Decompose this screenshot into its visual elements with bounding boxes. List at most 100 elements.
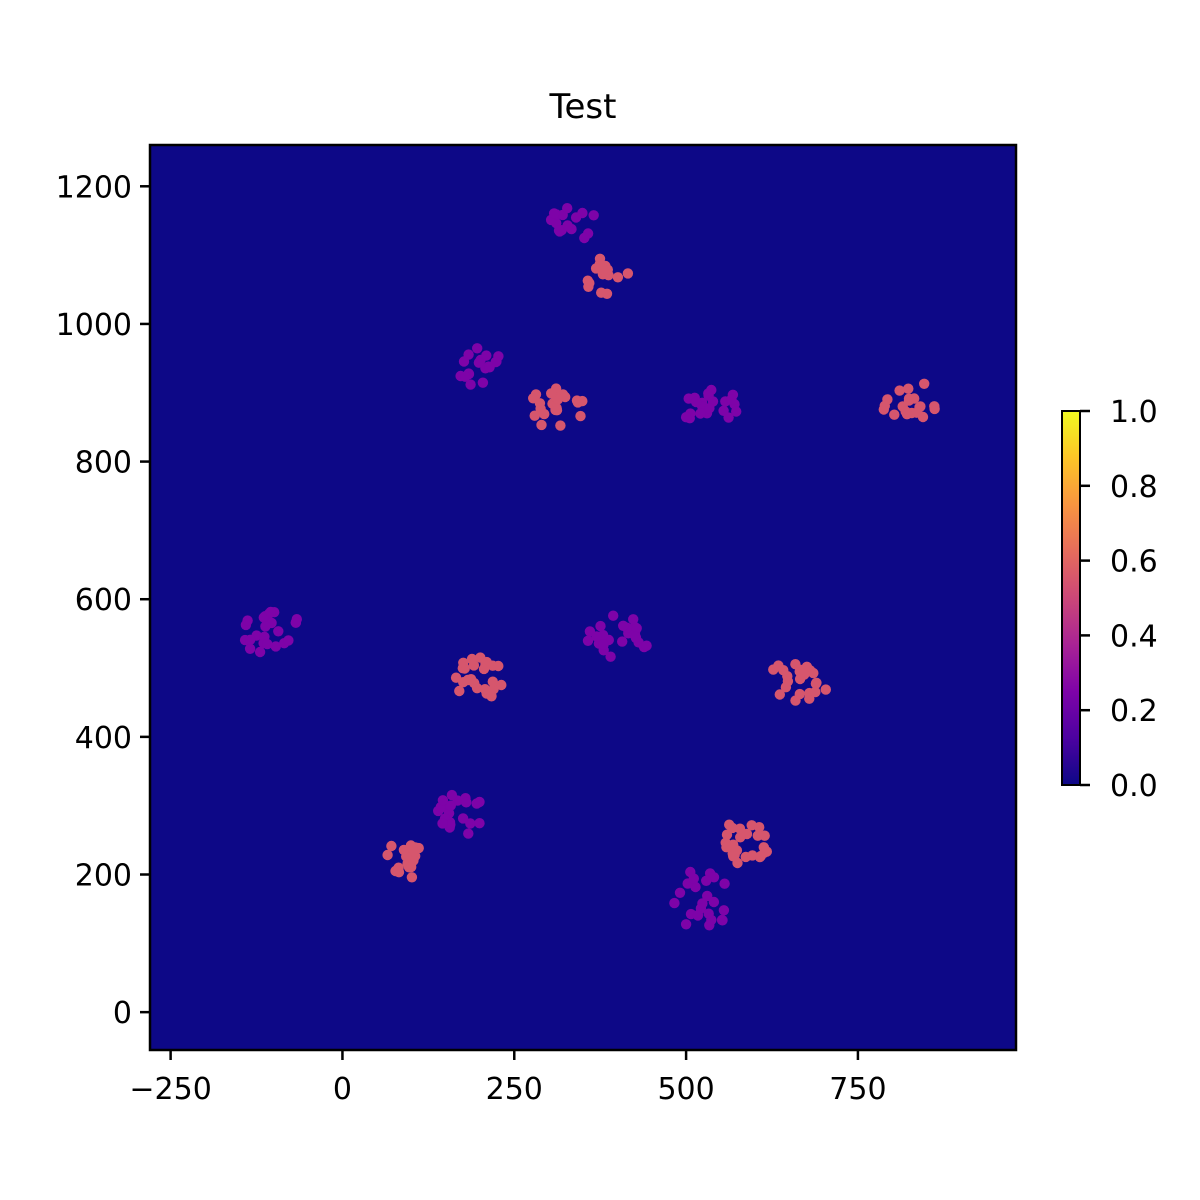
point-c8-14: [608, 610, 619, 621]
point-c3-18: [529, 410, 540, 421]
point-c13-23: [727, 822, 738, 834]
point-c13-21: [755, 850, 766, 862]
point-c13-15: [741, 828, 753, 840]
point-c4-19: [723, 412, 734, 423]
point-c4-17: [695, 408, 706, 419]
point-c13-24: [754, 822, 765, 833]
point-c11-13: [390, 865, 401, 877]
point-c6-19: [262, 638, 273, 650]
point-c12-20: [717, 915, 728, 926]
point-c11-14: [408, 846, 420, 857]
colorbar-tick-label-5: 1.0: [1110, 395, 1158, 430]
point-c8-4: [582, 635, 594, 646]
point-c0-3: [588, 210, 599, 221]
colorbar-axis: 0.0 0.2 0.4 0.6 0.8 1.0: [1080, 395, 1158, 804]
colorbar-tick-label-4: 0.8: [1110, 470, 1158, 505]
point-c9-22: [794, 673, 806, 685]
point-c10-18: [437, 795, 449, 806]
point-c6-23: [283, 635, 294, 646]
point-c8-23: [595, 620, 606, 632]
point-c2-8: [460, 371, 471, 382]
point-c10-12: [471, 798, 482, 809]
point-c12-3: [669, 897, 680, 909]
colorbar-tick-label-0: 0.0: [1110, 769, 1158, 804]
point-c0-12: [548, 208, 560, 219]
point-c11-9: [406, 872, 418, 883]
point-c12-17: [680, 919, 692, 930]
point-c3-11: [530, 389, 542, 400]
point-c12-13: [708, 872, 720, 883]
point-c8-21: [618, 620, 629, 631]
point-c5-6: [903, 383, 914, 394]
chart-title: Test: [549, 87, 617, 127]
point-c3-20: [546, 388, 557, 399]
y-tick-label-5: 1000: [56, 308, 132, 343]
point-c7-16: [487, 676, 498, 687]
point-c8-8: [631, 623, 642, 634]
point-c11-17: [398, 844, 410, 856]
point-c3-15: [552, 394, 564, 405]
point-c7-14: [479, 684, 491, 695]
point-c13-18: [759, 830, 770, 841]
point-c4-12: [690, 396, 702, 408]
point-c12-9: [674, 887, 686, 898]
point-c0-14: [562, 203, 573, 214]
point-c12-23: [701, 875, 712, 886]
point-c6-12: [273, 626, 284, 637]
x-tick-label-2: 250: [486, 1072, 543, 1107]
y-tick-label-3: 600: [75, 583, 132, 618]
point-c10-17: [445, 819, 456, 830]
point-c1-7: [601, 288, 613, 299]
point-c7-23: [466, 653, 478, 665]
point-c5-4: [919, 378, 930, 389]
point-c10-19: [437, 818, 448, 829]
point-c5-18: [879, 400, 890, 411]
point-c5-19: [911, 407, 922, 418]
y-tick-label-0: 0: [113, 996, 132, 1031]
point-c7-8: [496, 679, 507, 691]
point-c6-11: [245, 634, 256, 645]
point-c5-17: [901, 409, 913, 420]
point-c8-22: [617, 636, 628, 647]
point-c2-15: [472, 343, 483, 354]
point-c0-15: [570, 212, 582, 223]
point-c3-19: [555, 420, 566, 431]
point-c7-20: [465, 674, 477, 685]
point-c8-18: [630, 631, 641, 643]
point-c12-2: [690, 881, 701, 893]
point-c7-19: [458, 657, 469, 668]
point-c9-10: [808, 667, 819, 679]
point-c6-8: [258, 612, 269, 623]
point-c6-21: [290, 617, 302, 628]
point-c4-9: [731, 406, 742, 417]
point-c12-18: [692, 910, 704, 921]
point-c5-14: [909, 393, 920, 404]
point-c9-16: [782, 676, 794, 687]
point-c3-21: [551, 402, 562, 414]
y-tick-label-1: 200: [75, 859, 132, 894]
x-tick-label-0: −250: [129, 1072, 211, 1107]
x-tick-label-4: 750: [829, 1072, 886, 1107]
point-c3-17: [577, 395, 588, 407]
point-c12-11: [703, 908, 714, 919]
y-axis: 0 200 400 600 800 1000 1200: [56, 170, 150, 1031]
y-tick-label-4: 800: [75, 446, 132, 481]
point-c13-25: [721, 842, 732, 853]
point-c7-17: [486, 691, 497, 702]
point-c5-8: [894, 385, 905, 396]
point-c8-20: [591, 631, 602, 642]
point-c1-8: [582, 275, 593, 286]
point-c11-15: [406, 861, 417, 873]
point-c11-2: [386, 840, 397, 852]
point-c10-16: [445, 800, 456, 811]
point-c6-9: [254, 646, 266, 658]
point-c8-9: [605, 651, 616, 662]
y-tick-label-2: 400: [75, 721, 132, 756]
plot-area: [150, 145, 1016, 1050]
point-c1-15: [597, 264, 609, 275]
point-c10-20: [446, 789, 458, 801]
point-c9-12: [820, 684, 831, 695]
point-c8-13: [628, 614, 639, 625]
point-c13-19: [747, 850, 758, 861]
